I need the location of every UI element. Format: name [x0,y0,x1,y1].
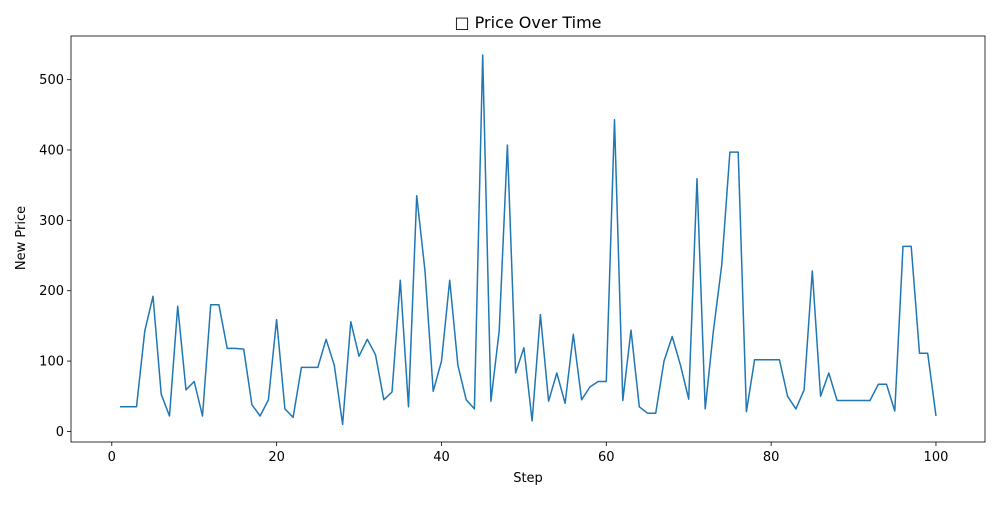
y-tick-label: 300 [39,214,64,229]
y-axis-label: New Price [14,206,29,270]
x-tick-label: 0 [108,450,116,465]
x-tick-label: 20 [268,450,285,465]
y-tick-label: 100 [39,355,64,370]
plot-area [70,35,986,443]
y-tick-label: 400 [39,143,64,158]
x-tick-label: 60 [598,450,615,465]
x-tick-label: 100 [924,450,949,465]
axis-ticks: 0 20 40 60 80 100 0 100 200 300 400 500 [39,73,948,465]
plot-frame [70,35,986,443]
x-tick-label: 80 [763,450,780,465]
chart-title: □ Price Over Time [454,13,601,32]
x-tick-label: 40 [433,450,450,465]
series-line-0 [120,54,937,426]
x-axis-label: Step [513,471,543,486]
y-tick-label: 500 [39,73,64,88]
y-tick-label: 0 [56,425,64,440]
y-tick-label: 200 [39,284,64,299]
